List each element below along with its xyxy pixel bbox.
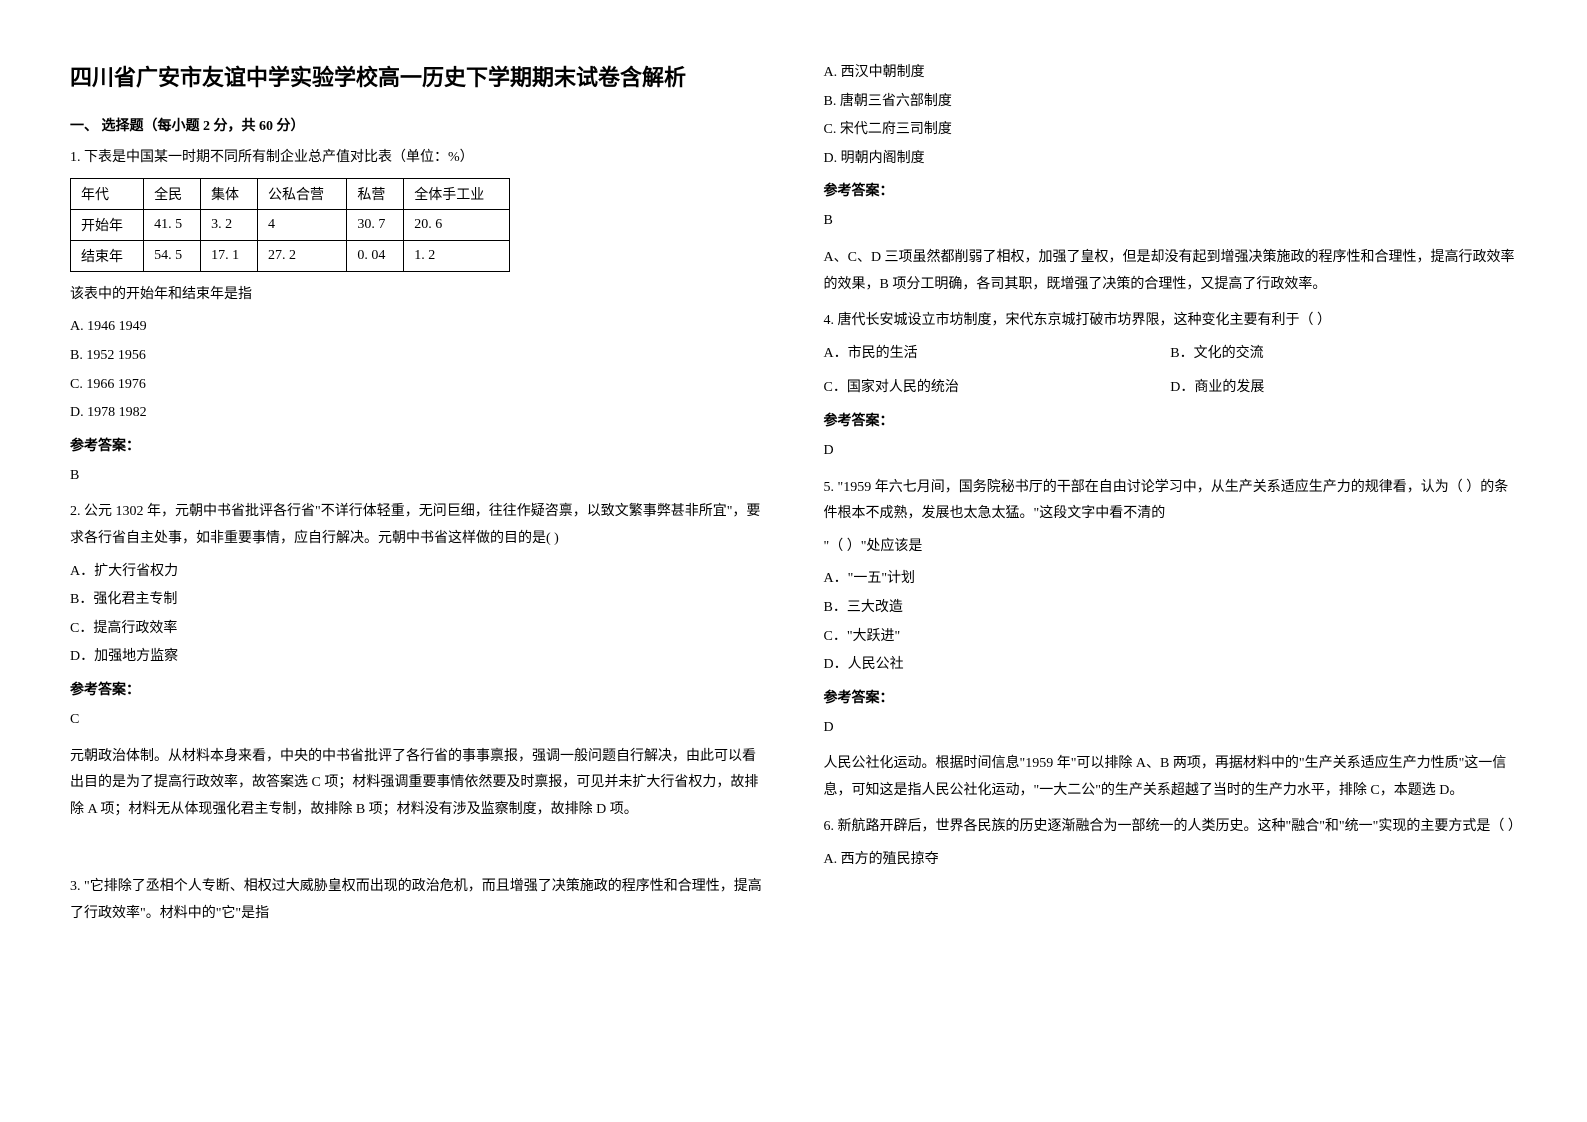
q1-answer: B: [70, 463, 764, 490]
th: 年代: [71, 178, 144, 209]
td: 0. 04: [347, 240, 404, 271]
q4-options-row1: A．市民的生活 B．文化的交流: [824, 341, 1518, 368]
th: 公私合营: [257, 178, 346, 209]
q2-answer: C: [70, 707, 764, 734]
td: 3. 2: [201, 209, 258, 240]
q2-option-a: A．扩大行省权力: [70, 559, 764, 586]
th: 私营: [347, 178, 404, 209]
q3-stem: 3. "它排除了丞相个人专断、相权过大威胁皇权而出现的政治危机，而且增强了决策施…: [70, 874, 764, 927]
td: 30. 7: [347, 209, 404, 240]
q4-stem: 4. 唐代长安城设立市坊制度，宋代东京城打破市坊界限，这种变化主要有利于（ ）: [824, 308, 1518, 335]
right-column: A. 西汉中朝制度 B. 唐朝三省六部制度 C. 宋代二府三司制度 D. 明朝内…: [794, 60, 1548, 1062]
q3-explanation: A、C、D 三项虽然都削弱了相权，加强了皇权，但是却没有起到增强决策施政的程序性…: [824, 245, 1518, 298]
answer-label: 参考答案：: [824, 410, 1518, 430]
q1-sub: 该表中的开始年和结束年是指: [70, 282, 764, 309]
td: 结束年: [71, 240, 144, 271]
q1-option-c: C. 1966 1976: [70, 372, 764, 399]
q3-answer: B: [824, 208, 1518, 235]
td: 17. 1: [201, 240, 258, 271]
q4-option-a: A．市民的生活: [824, 341, 1171, 368]
td: 27. 2: [257, 240, 346, 271]
q4-option-d: D．商业的发展: [1170, 375, 1517, 402]
q2-stem: 2. 公元 1302 年，元朝中书省批评各行省"不详行体轻重，无问巨细，往往作疑…: [70, 499, 764, 552]
q2-option-c: C．提高行政效率: [70, 616, 764, 643]
table-row: 结束年 54. 5 17. 1 27. 2 0. 04 1. 2: [71, 240, 510, 271]
td: 1. 2: [404, 240, 510, 271]
td: 54. 5: [144, 240, 201, 271]
td: 开始年: [71, 209, 144, 240]
q3-option-a: A. 西汉中朝制度: [824, 60, 1518, 87]
left-column: 四川省广安市友谊中学实验学校高一历史下学期期末试卷含解析 一、 选择题（每小题 …: [40, 60, 794, 1062]
q5-answer: D: [824, 715, 1518, 742]
td: 41. 5: [144, 209, 201, 240]
q2-explanation: 元朝政治体制。从材料本身来看，中央的中书省批评了各行省的事事禀报，强调一般问题自…: [70, 744, 764, 824]
table-row: 开始年 41. 5 3. 2 4 30. 7 20. 6: [71, 209, 510, 240]
q4-option-c: C．国家对人民的统治: [824, 375, 1171, 402]
th: 集体: [201, 178, 258, 209]
q5-stem1: 5. "1959 年六七月间，国务院秘书厅的干部在自由讨论学习中，从生产关系适应…: [824, 475, 1518, 528]
q4-options-row2: C．国家对人民的统治 D．商业的发展: [824, 375, 1518, 402]
q5-option-d: D．人民公社: [824, 652, 1518, 679]
q5-option-c: C．"大跃进": [824, 624, 1518, 651]
q5-stem2: "（ ）"处应该是: [824, 534, 1518, 561]
q1-table: 年代 全民 集体 公私合营 私营 全体手工业 开始年 41. 5 3. 2 4 …: [70, 178, 510, 272]
answer-label: 参考答案：: [824, 687, 1518, 707]
q6-stem: 6. 新航路开辟后，世界各民族的历史逐渐融合为一部统一的人类历史。这种"融合"和…: [824, 814, 1518, 841]
th: 全民: [144, 178, 201, 209]
q6-option-a: A. 西方的殖民掠夺: [824, 847, 1518, 874]
answer-label: 参考答案：: [70, 679, 764, 699]
q2-option-b: B．强化君主专制: [70, 587, 764, 614]
q5-explanation: 人民公社化运动。根据时间信息"1959 年"可以排除 A、B 两项，再据材料中的…: [824, 751, 1518, 804]
th: 全体手工业: [404, 178, 510, 209]
watermark: [70, 837, 764, 860]
q1-option-d: D. 1978 1982: [70, 400, 764, 427]
td: 20. 6: [404, 209, 510, 240]
q4-answer: D: [824, 438, 1518, 465]
q3-option-d: D. 明朝内阁制度: [824, 146, 1518, 173]
q1-stem: 1. 下表是中国某一时期不同所有制企业总产值对比表（单位：%）: [70, 145, 764, 172]
document-title: 四川省广安市友谊中学实验学校高一历史下学期期末试卷含解析: [70, 60, 764, 95]
q5-option-b: B．三大改造: [824, 595, 1518, 622]
q5-option-a: A．"一五"计划: [824, 566, 1518, 593]
q1-option-b: B. 1952 1956: [70, 343, 764, 370]
q2-option-d: D．加强地方监察: [70, 644, 764, 671]
answer-label: 参考答案：: [824, 180, 1518, 200]
q1-option-a: A. 1946 1949: [70, 314, 764, 341]
answer-label: 参考答案：: [70, 435, 764, 455]
td: 4: [257, 209, 346, 240]
q3-option-c: C. 宋代二府三司制度: [824, 117, 1518, 144]
q3-option-b: B. 唐朝三省六部制度: [824, 89, 1518, 116]
q4-option-b: B．文化的交流: [1170, 341, 1517, 368]
table-header-row: 年代 全民 集体 公私合营 私营 全体手工业: [71, 178, 510, 209]
section-header: 一、 选择题（每小题 2 分，共 60 分）: [70, 115, 764, 135]
